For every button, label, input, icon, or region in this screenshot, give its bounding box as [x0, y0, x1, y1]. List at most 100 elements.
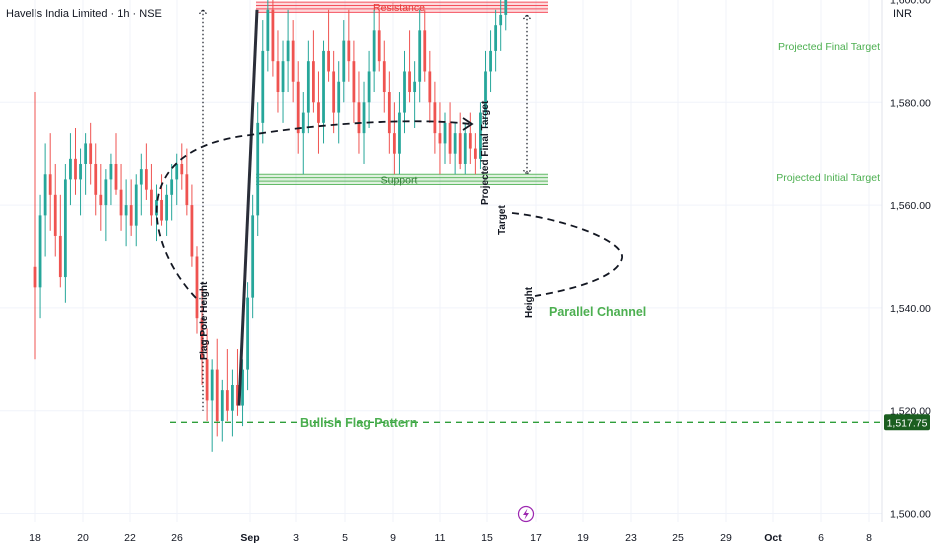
- candle-body: [144, 169, 148, 190]
- candle: [119, 163, 123, 231]
- candle: [362, 81, 366, 164]
- candle: [63, 163, 67, 303]
- candle-body: [94, 163, 98, 195]
- x-tick-label: 19: [577, 532, 589, 544]
- candle: [99, 163, 103, 231]
- candle: [301, 92, 305, 175]
- candle: [499, 0, 503, 51]
- candle: [109, 153, 113, 206]
- candle: [337, 61, 341, 144]
- candle-body: [473, 148, 477, 159]
- candle: [236, 349, 239, 416]
- candle-body: [266, 9, 270, 51]
- candle: [438, 102, 442, 175]
- candle: [170, 163, 174, 221]
- candle: [180, 143, 184, 190]
- candle: [489, 30, 492, 93]
- candle: [473, 133, 477, 175]
- candle: [352, 40, 356, 123]
- candle-body: [200, 318, 204, 360]
- candle-body: [210, 369, 214, 401]
- candle-body: [58, 235, 62, 278]
- candle-body: [53, 194, 57, 236]
- candle-body: [306, 61, 310, 113]
- time-axis[interactable]: 18 20 22 26 Sep 3 5 9 11 15 17 19 23 25 29 Oct 6 8: [29, 532, 872, 544]
- candle: [367, 50, 371, 128]
- candle-body: [453, 133, 457, 154]
- candle-body: [392, 133, 396, 154]
- candle-body: [276, 61, 280, 93]
- x-tick-label: 22: [124, 532, 136, 544]
- candle-body: [463, 133, 467, 164]
- candle: [215, 338, 219, 437]
- channel-loop: [511, 212, 623, 297]
- candle: [33, 92, 37, 360]
- candle-body: [69, 158, 72, 180]
- candle-body: [332, 71, 336, 113]
- candle: [89, 122, 93, 185]
- candle: [276, 30, 280, 113]
- candle: [74, 128, 77, 195]
- candle: [129, 179, 133, 236]
- candle: [231, 369, 234, 437]
- x-tick-label: 26: [171, 532, 183, 544]
- candle: [408, 30, 411, 103]
- candle-body: [443, 122, 447, 144]
- candle-body: [215, 369, 219, 421]
- candle-body: [256, 122, 260, 216]
- candle: [175, 153, 179, 206]
- candle-body: [79, 163, 82, 180]
- candle: [448, 102, 452, 164]
- candle: [291, 20, 295, 103]
- candle: [327, 9, 330, 82]
- candle-body: [484, 71, 487, 113]
- bullish-flag-label: Bullish Flag Pattern: [300, 416, 417, 430]
- candle-body: [139, 169, 143, 185]
- candle-body: [458, 133, 462, 164]
- candle: [342, 20, 346, 103]
- candle-body: [63, 179, 67, 278]
- candle: [104, 169, 108, 242]
- candle-body: [327, 50, 330, 72]
- candle-body: [342, 40, 346, 82]
- candle-body: [119, 189, 123, 216]
- candle: [84, 133, 88, 195]
- candle: [443, 112, 447, 164]
- candle: [69, 133, 72, 206]
- support-label: Support: [381, 174, 418, 186]
- candle-body: [33, 266, 37, 288]
- candle-body: [479, 112, 482, 159]
- x-tick-label: Sep: [240, 532, 259, 544]
- candle-body: [89, 143, 93, 164]
- y-tick-label: 1,540.00: [890, 303, 931, 315]
- x-tick-label: 25: [672, 532, 684, 544]
- candle-body: [150, 189, 153, 216]
- candle-body: [286, 40, 290, 62]
- candle-body: [246, 297, 249, 370]
- candle-body: [281, 61, 285, 93]
- price-axis[interactable]: 1,500.001,520.001,540.001,560.001,580.00…: [884, 0, 931, 521]
- y-tick-label: 1,560.00: [890, 200, 931, 212]
- candle-body: [99, 194, 103, 206]
- candle-body: [185, 174, 189, 206]
- lightning-icon[interactable]: [517, 505, 535, 523]
- projected-final-target-label: Projected Final Target: [778, 41, 880, 53]
- candle: [241, 359, 244, 427]
- candle: [377, 9, 381, 72]
- candle-body: [236, 385, 239, 406]
- candle-body: [382, 61, 386, 93]
- drawings: [155, 8, 882, 423]
- x-tick-label: 17: [530, 532, 542, 544]
- chart-title: Havells India Limited · 1h · NSE: [6, 8, 162, 20]
- candle-body: [448, 122, 452, 154]
- candle: [38, 194, 42, 319]
- candle-body: [433, 102, 437, 134]
- support-zone: [256, 174, 548, 185]
- candle: [453, 122, 457, 175]
- candle: [261, 20, 265, 144]
- candle-body: [468, 133, 472, 149]
- candle-body: [413, 81, 417, 93]
- candle-body: [387, 92, 391, 134]
- candle-body: [291, 40, 295, 82]
